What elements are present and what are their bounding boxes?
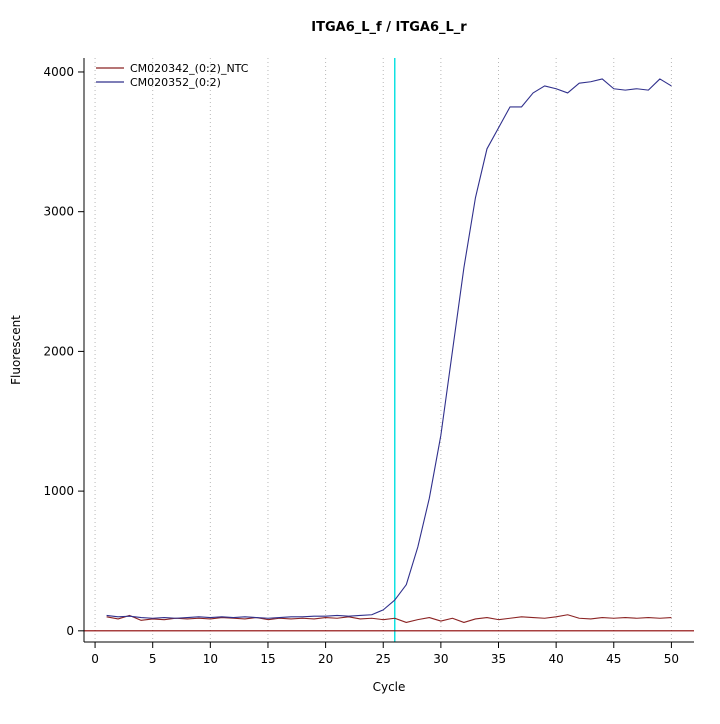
- legend-item-label: CM020352_(0:2): [130, 76, 221, 89]
- x-tick-label: 35: [491, 652, 506, 666]
- x-tick-label: 30: [433, 652, 448, 666]
- y-tick-label: 4000: [43, 65, 74, 79]
- x-axis-label: Cycle: [373, 680, 406, 694]
- x-tick-label: 5: [149, 652, 157, 666]
- x-tick-label: 0: [91, 652, 99, 666]
- x-tick-label: 25: [376, 652, 391, 666]
- x-tick-label: 10: [203, 652, 218, 666]
- legend-item-label: CM020342_(0:2)_NTC: [130, 62, 249, 75]
- x-tick-label: 40: [548, 652, 563, 666]
- y-tick-label: 0: [66, 624, 74, 638]
- y-tick-label: 3000: [43, 205, 74, 219]
- series-line-cm020352-0-2-: [106, 78, 672, 619]
- x-tick-label: 15: [260, 652, 275, 666]
- chart-title: ITGA6_L_f / ITGA6_L_r: [311, 20, 467, 35]
- x-tick-label: 50: [664, 652, 679, 666]
- series-line-cm020342-0-2-ntc: [106, 614, 672, 623]
- x-tick-label: 45: [606, 652, 621, 666]
- y-tick-label: 1000: [43, 484, 74, 498]
- y-tick-label: 2000: [43, 344, 74, 358]
- y-axis-label: Fluorescent: [9, 315, 23, 385]
- x-tick-label: 20: [318, 652, 333, 666]
